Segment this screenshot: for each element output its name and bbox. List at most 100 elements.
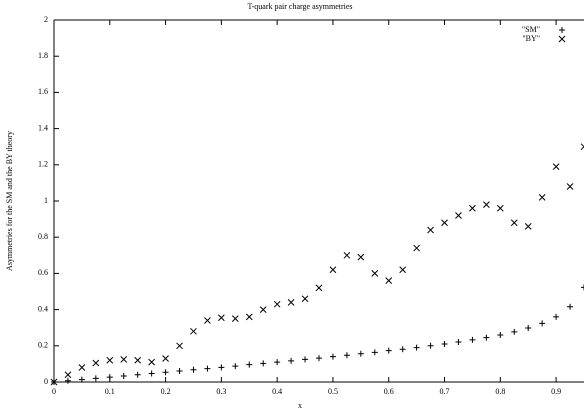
- point: [399, 346, 406, 353]
- point: [218, 364, 225, 371]
- point: [552, 163, 560, 170]
- point: [538, 194, 546, 201]
- x-tick-label: 0: [52, 387, 56, 396]
- point: [343, 352, 350, 359]
- point: [120, 356, 128, 363]
- point: [483, 201, 490, 208]
- point: [497, 331, 504, 338]
- point: [427, 342, 434, 349]
- x-tick-label: 0.4: [272, 387, 282, 396]
- point: [413, 344, 420, 351]
- x-axis-label: x: [298, 401, 302, 410]
- point: [92, 359, 100, 367]
- point: [357, 350, 364, 357]
- y-tick-label: 2: [44, 15, 48, 24]
- point: [148, 370, 155, 377]
- point: [232, 363, 239, 370]
- point: [455, 338, 462, 345]
- point: [441, 219, 448, 227]
- point: [510, 219, 518, 227]
- point: [329, 266, 337, 274]
- y-axis-label: Asymmetries for the SM and the BY theory: [5, 131, 14, 271]
- point: [176, 342, 183, 350]
- legend-label: "BY": [522, 34, 540, 43]
- x-tick-label: 0.9: [551, 387, 561, 396]
- point: [50, 378, 58, 386]
- point: [260, 360, 267, 367]
- y-tick-label: 0: [44, 377, 48, 386]
- legend-label: "SM": [522, 25, 540, 34]
- point: [469, 336, 476, 343]
- point: [496, 204, 504, 212]
- x-tick-label: 0.6: [384, 387, 394, 396]
- point: [231, 315, 239, 323]
- x-tick-label: 0.5: [328, 387, 338, 396]
- point: [427, 226, 434, 234]
- point: [553, 313, 560, 320]
- x-tick-label: 0.1: [105, 387, 115, 396]
- point: [511, 328, 518, 335]
- point: [288, 357, 295, 364]
- point: [469, 204, 476, 212]
- y-tick-label: 1.6: [38, 87, 48, 96]
- y-tick-label: 1.2: [38, 160, 48, 169]
- point: [371, 349, 378, 356]
- point: [218, 314, 225, 322]
- point: [567, 303, 574, 310]
- point: [483, 334, 490, 341]
- point: [134, 371, 141, 378]
- y-tick-label: 0.4: [38, 304, 48, 313]
- x-tick-label: 0.8: [495, 387, 505, 396]
- point: [106, 374, 113, 381]
- point: [190, 327, 197, 335]
- point: [64, 371, 72, 379]
- point: [371, 270, 379, 277]
- x-tick-label: 0.2: [161, 387, 171, 396]
- y-tick-label: 1: [44, 196, 48, 205]
- point: [148, 358, 155, 366]
- point: [385, 277, 393, 284]
- legend-marker: [559, 27, 565, 33]
- y-tick-label: 0.8: [38, 232, 48, 241]
- point: [316, 355, 322, 362]
- point: [385, 347, 392, 354]
- point: [204, 317, 211, 324]
- x-tick-label: 0.3: [216, 387, 226, 396]
- point: [176, 367, 183, 374]
- point: [246, 361, 253, 368]
- point: [78, 364, 86, 371]
- point: [357, 253, 365, 261]
- point: [581, 284, 584, 291]
- point: [204, 365, 211, 372]
- point: [78, 376, 85, 383]
- point: [301, 295, 309, 303]
- chart-title: T-quark pair charge asymmetries: [247, 2, 352, 11]
- point: [343, 251, 351, 259]
- point: [259, 306, 267, 313]
- point: [580, 143, 584, 151]
- point: [162, 369, 169, 376]
- point: [162, 355, 169, 362]
- y-tick-label: 1.4: [38, 123, 48, 132]
- point: [524, 222, 532, 230]
- point: [120, 373, 127, 380]
- x-tick-label: 0.7: [440, 387, 450, 396]
- point: [399, 266, 407, 274]
- point: [566, 183, 574, 190]
- point: [302, 356, 309, 363]
- legend-marker: [558, 35, 566, 43]
- point: [190, 366, 197, 373]
- point: [134, 356, 142, 364]
- y-tick-label: 0.2: [38, 341, 48, 350]
- point: [455, 212, 462, 219]
- y-tick-label: 0.6: [38, 268, 48, 277]
- point: [525, 325, 532, 332]
- point: [287, 299, 295, 306]
- point: [413, 244, 420, 252]
- point: [315, 284, 323, 292]
- point: [329, 353, 336, 360]
- point: [245, 313, 253, 321]
- point: [92, 375, 99, 382]
